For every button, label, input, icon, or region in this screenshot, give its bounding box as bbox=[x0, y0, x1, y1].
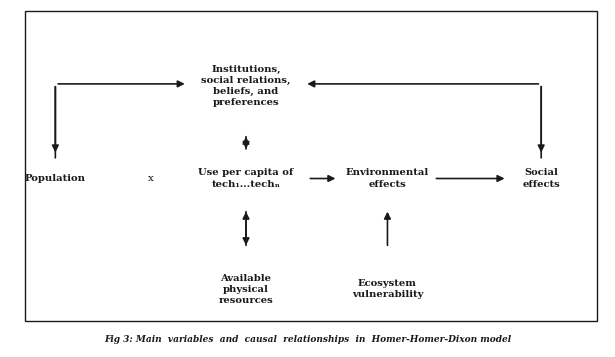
Text: Available
physical
resources: Available physical resources bbox=[218, 273, 274, 305]
Text: Fig 3: Main  variables  and  causal  relationships  in  Homer-Homer-Dixon model: Fig 3: Main variables and causal relatio… bbox=[104, 335, 511, 344]
Text: Social
effects: Social effects bbox=[522, 169, 560, 188]
Text: x: x bbox=[148, 174, 154, 183]
Text: Population: Population bbox=[25, 174, 86, 183]
Text: Institutions,
social relations,
beliefs, and
preferences: Institutions, social relations, beliefs,… bbox=[201, 65, 291, 107]
Text: Ecosystem
vulnerability: Ecosystem vulnerability bbox=[352, 279, 423, 299]
Text: Environmental
effects: Environmental effects bbox=[346, 169, 429, 188]
Text: Use per capita of
tech₁...techₙ: Use per capita of tech₁...techₙ bbox=[199, 169, 293, 188]
